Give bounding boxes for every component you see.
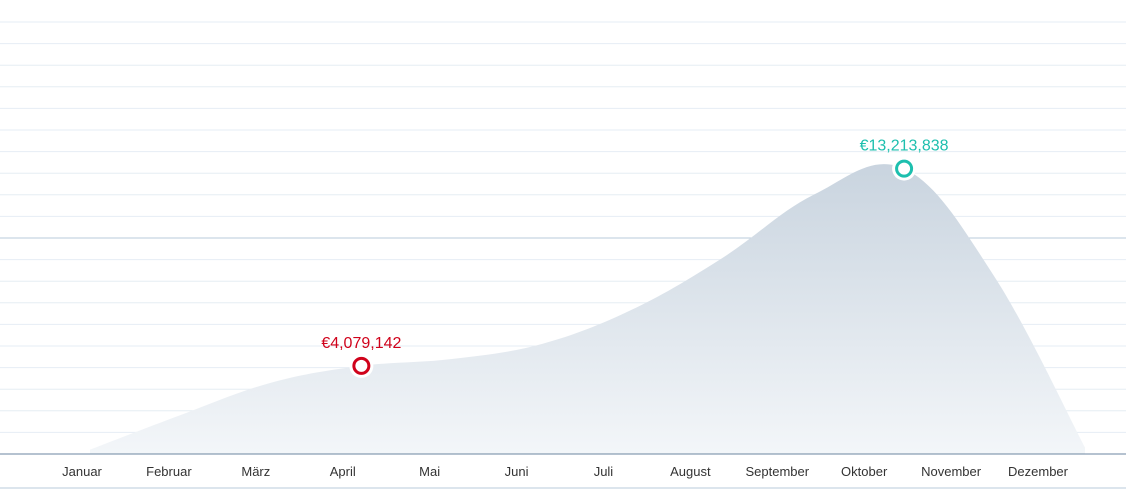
x-tick-label: September: [745, 464, 809, 479]
x-tick-label: Juli: [594, 464, 614, 479]
x-tick-label: Februar: [146, 464, 192, 479]
x-tick-label: Juni: [505, 464, 529, 479]
x-tick-label: August: [670, 464, 711, 479]
x-axis-tick-labels: Januar Februar März April Mai Juni Juli August S…: [62, 464, 1069, 479]
area-series: [90, 164, 1085, 454]
max-value-label: €13,213,838: [860, 138, 949, 155]
x-tick-label: Januar: [62, 464, 102, 479]
x-tick-label: März: [241, 464, 270, 479]
x-tick-label: Dezember: [1008, 464, 1069, 479]
x-tick-label: November: [921, 464, 982, 479]
x-tick-label: Mai: [419, 464, 440, 479]
min-point-marker[interactable]: [352, 356, 371, 375]
min-value-label: €4,079,142: [321, 335, 401, 352]
max-point-marker[interactable]: [895, 159, 914, 178]
data-markers: €4,079,142 €13,213,838: [321, 138, 949, 378]
x-tick-label: Oktober: [841, 464, 888, 479]
x-tick-label: April: [330, 464, 356, 479]
